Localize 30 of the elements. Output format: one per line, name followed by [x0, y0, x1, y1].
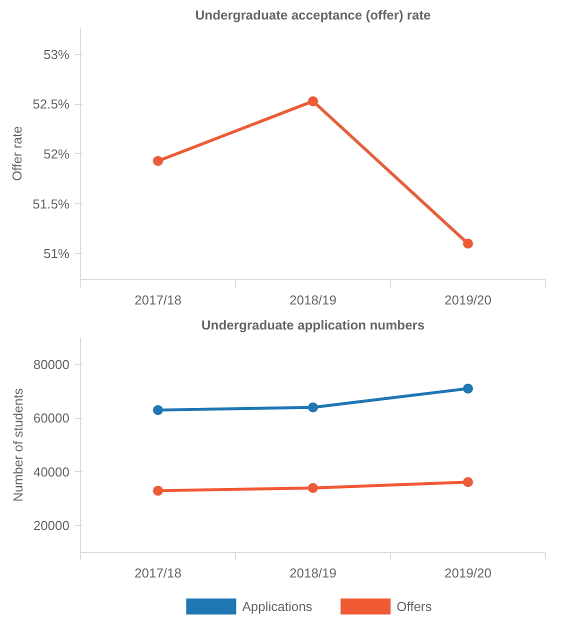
chart-title: Undergraduate application numbers: [201, 318, 425, 332]
point: [308, 96, 318, 106]
y-tick-label: 53%: [43, 46, 70, 62]
y-axis-title: Offer rate: [10, 126, 25, 181]
y-axis-title: Number of students: [10, 388, 26, 502]
point: [153, 156, 163, 166]
point: [153, 405, 163, 416]
chart-title: Undergraduate acceptance (offer) rate: [195, 8, 431, 22]
y-tick-label: 60000: [33, 410, 70, 426]
y-tick-label: 51%: [43, 246, 70, 262]
point: [463, 477, 473, 488]
x-tick-label: 2019/20: [444, 292, 492, 308]
y-tick-label: 52%: [43, 146, 70, 162]
x-tick-label: 2018/19: [290, 566, 337, 580]
x-tick-label: 2017/18: [134, 566, 182, 580]
point: [153, 486, 163, 496]
point: [463, 384, 473, 394]
point: [308, 483, 318, 493]
x-tick-label: 2017/18: [134, 292, 182, 308]
y-tick-label: 40000: [33, 464, 70, 480]
point: [308, 402, 318, 412]
y-tick-label: 20000: [33, 518, 70, 534]
point: [463, 238, 473, 249]
x-tick-label: 2018/19: [290, 292, 337, 308]
y-tick-label: 51.5%: [32, 196, 70, 212]
legend-label: Offers: [396, 599, 432, 614]
x-tick-label: 2019/20: [444, 566, 492, 580]
y-tick-label: 52.5%: [32, 96, 70, 112]
legend-label: Applications: [242, 599, 313, 614]
y-tick-label: 80000: [33, 356, 70, 372]
